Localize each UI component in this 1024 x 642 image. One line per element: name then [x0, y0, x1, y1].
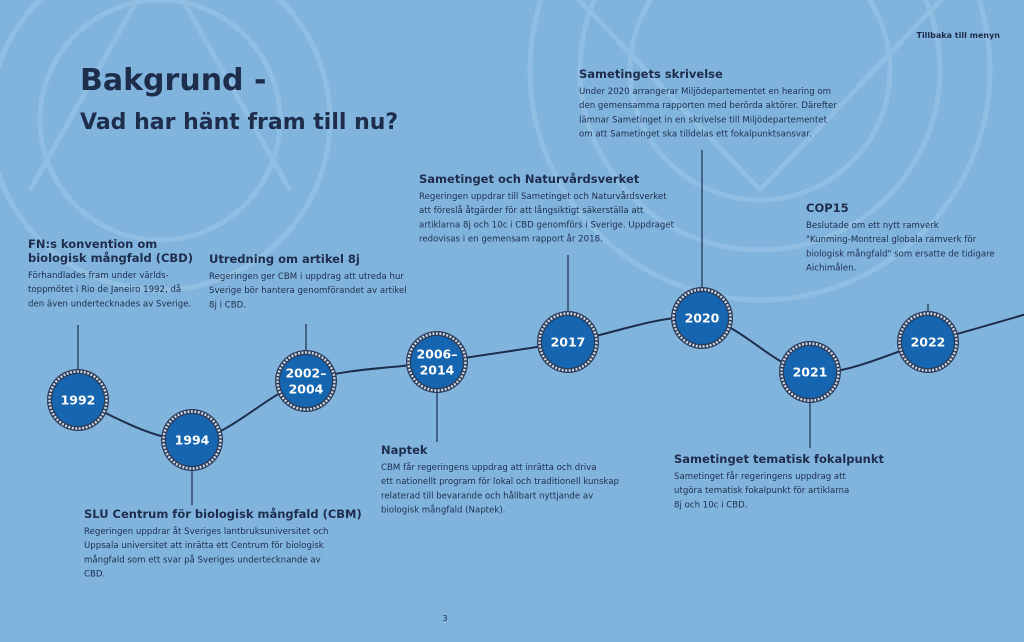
- year-label: 2004: [289, 382, 324, 397]
- page-number: 3: [442, 614, 447, 623]
- event-title: biologisk mångfald (CBD): [28, 251, 193, 265]
- event-title: COP15: [806, 201, 849, 215]
- year-label: 2022: [911, 335, 946, 350]
- event-body: Sametinget får regeringens uppdrag att: [674, 471, 847, 482]
- event-body: CBD.: [84, 570, 105, 580]
- event-body: redovisas i en gemensam rapport år 2018.: [419, 234, 603, 245]
- event-body: biologisk mångfald" som ersatte de tidig…: [806, 248, 995, 259]
- event-title: FN:s konvention om: [28, 237, 157, 251]
- year-label: 2002–: [285, 366, 326, 381]
- event-body: Under 2020 arrangerar Miljödepartementet…: [579, 87, 831, 97]
- event-body: Regeringen uppdrar åt Sveriges lantbruks…: [84, 526, 328, 537]
- year-label: 2017: [551, 335, 586, 350]
- event-title: SLU Centrum för biologisk mångfald (CBM): [84, 507, 362, 521]
- event-body: toppmötet i Rio de Janeiro 1992, då: [28, 284, 181, 295]
- event-body: lämnar Sametinget in en skrivelse till M…: [579, 115, 828, 125]
- event-body: CBM får regeringens uppdrag att inrätta …: [381, 462, 597, 473]
- event-body: om att Sametinget ska tilldelas ett foka…: [579, 130, 812, 140]
- event-title: Sametinget och Naturvårdsverket: [419, 172, 640, 186]
- event-title: Sametinget tematisk fokalpunkt: [674, 452, 884, 466]
- event-body: 8j och 10c i CBD.: [674, 500, 748, 510]
- year-badge: [280, 355, 332, 407]
- background-pattern: [0, 0, 993, 303]
- year-badge-ring: [672, 288, 732, 348]
- event-body: Regeringen uppdrar till Sametinget och N…: [419, 191, 667, 202]
- year-label: 1992: [61, 393, 96, 408]
- year-label: 2020: [685, 311, 720, 326]
- event-body: relaterad till bevarande och hållbart ny…: [381, 490, 593, 501]
- event-body: Aichimålen.: [806, 263, 856, 274]
- event-body: Beslutade om ett nytt ramverk: [806, 221, 939, 231]
- event-body: att föreslå åtgärder för att långsiktigt…: [419, 205, 644, 216]
- year-badge: [542, 316, 594, 368]
- year-badge-ring: [276, 351, 336, 411]
- year-badge: [902, 316, 954, 368]
- page-subtitle: Vad har hänt fram till nu?: [80, 110, 398, 135]
- event-title: Sametingets skrivelse: [579, 67, 723, 81]
- event-body: artiklarna 8j och 10c i CBD genomförs i …: [419, 220, 675, 230]
- event-title: Utredning om artikel 8j: [209, 252, 360, 266]
- event-body: "Kunming-Montreal globala ramverk för: [806, 235, 977, 245]
- year-label: 2006–: [416, 347, 457, 362]
- year-label: 1994: [175, 433, 210, 448]
- event-body: utgöra tematisk fokalpunkt för artiklarn…: [674, 486, 849, 496]
- back-link[interactable]: Tillbaka till menyn: [916, 31, 1000, 40]
- year-label: 2014: [420, 363, 455, 378]
- event-body: Sverige bör hantera genomförandet av art…: [209, 286, 407, 296]
- event-title: Naptek: [381, 443, 428, 457]
- year-badge-ring: [162, 410, 222, 470]
- year-badge-ring: [48, 370, 108, 430]
- year-label: 2021: [793, 365, 828, 380]
- year-badge-ring: [538, 312, 598, 372]
- event-body: Regeringen ger CBM i uppdrag att utreda …: [209, 272, 404, 282]
- year-badge: [411, 336, 463, 388]
- year-badge: [166, 414, 218, 466]
- page-title: Bakgrund -: [80, 63, 266, 98]
- event-body: Förhandlades fram under världs-: [28, 271, 169, 281]
- event-body: ett nationellt program för lokal och tra…: [381, 477, 619, 487]
- event-body: den även undertecknades av Sverige.: [28, 299, 191, 309]
- event-body: Uppsala universitet att inrätta ett Cent…: [84, 541, 324, 551]
- event-body: den gemensamma rapporten med berörda akt…: [579, 101, 837, 111]
- year-badge: [52, 374, 104, 426]
- year-badge: [676, 292, 728, 344]
- event-body: mångfald som ett svar på Sveriges undert…: [84, 554, 321, 565]
- year-badge-ring: [407, 332, 467, 392]
- year-badge-ring: [898, 312, 958, 372]
- event-body: 8j i CBD.: [209, 300, 246, 310]
- year-badge: [784, 346, 836, 398]
- event-body: biologisk mångfald (Naptek).: [381, 505, 505, 516]
- year-badge-ring: [780, 342, 840, 402]
